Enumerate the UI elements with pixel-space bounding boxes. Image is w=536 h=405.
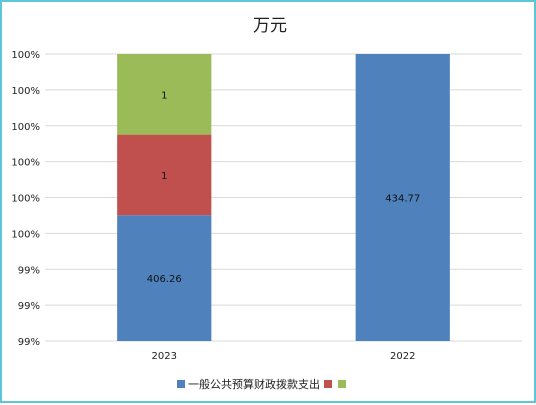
legend-swatch [324,380,332,388]
data-label: 406.26 [147,274,182,285]
gridlines [45,53,522,342]
y-axis: 100% 100% 100% 100% 100% 100% 99% 99% 99% [11,50,40,348]
bars: 406.26 1 1 434.77 [117,54,450,341]
y-tick-label: 99% [18,301,40,312]
y-tick-label: 100% [11,86,40,97]
y-tick-label: 100% [11,194,40,205]
bar-segment [117,215,212,341]
y-tick-label: 100% [11,158,40,169]
legend-swatch [338,380,346,388]
y-tick-label: 100% [11,50,40,61]
y-tick-label: 99% [18,265,40,276]
x-tick-label: 2023 [152,351,177,362]
y-tick-label: 99% [18,337,40,348]
y-tick-label: 100% [11,122,40,133]
x-axis: 2023 2022 [152,351,416,362]
legend-label: 一般公共预算财政拨款支出 [188,377,320,391]
x-tick-label: 2022 [390,351,415,362]
bar-segment [355,54,450,341]
data-label: 1 [161,171,167,182]
y-tick-label: 100% [11,229,40,240]
data-label: 1 [161,90,167,101]
bar-segment [117,134,212,216]
bar-segment [117,54,212,135]
chart-title: 万元 [253,16,287,36]
data-label: 434.77 [385,194,420,205]
legend-swatch [177,380,185,388]
legend: 一般公共预算财政拨款支出 [177,377,346,391]
